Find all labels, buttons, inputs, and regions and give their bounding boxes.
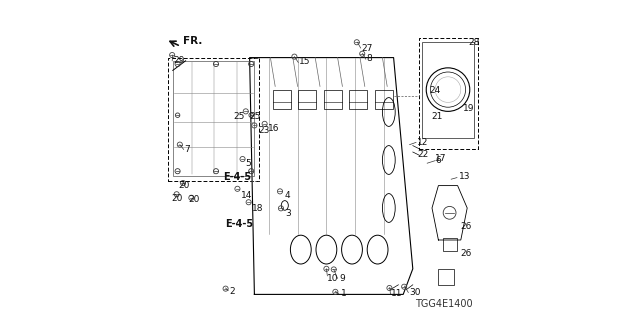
Text: 29: 29 (174, 56, 185, 65)
Text: 14: 14 (241, 191, 252, 200)
Text: FR.: FR. (183, 36, 202, 46)
Text: 10: 10 (327, 274, 339, 283)
Text: 5: 5 (246, 159, 252, 168)
Text: 17: 17 (435, 154, 446, 163)
Text: 19: 19 (463, 104, 475, 113)
Bar (324, 90, 342, 109)
Text: 20: 20 (179, 181, 190, 190)
Bar (349, 90, 367, 109)
Text: 21: 21 (431, 112, 443, 121)
Text: 30: 30 (409, 288, 420, 297)
Text: 11: 11 (392, 289, 403, 298)
Text: E-4-5: E-4-5 (225, 219, 253, 229)
Text: 25: 25 (250, 112, 261, 121)
Text: 8: 8 (367, 54, 372, 63)
Text: 12: 12 (417, 138, 428, 147)
Text: 20: 20 (188, 195, 200, 204)
Text: 3: 3 (285, 209, 291, 218)
Text: 20: 20 (172, 194, 182, 203)
Text: 13: 13 (458, 172, 470, 181)
Text: 25: 25 (233, 112, 244, 121)
Text: 23: 23 (259, 126, 270, 135)
Text: 22: 22 (417, 150, 428, 159)
Text: 4: 4 (285, 191, 291, 200)
Bar (273, 90, 291, 109)
Text: TGG4E1400: TGG4E1400 (415, 299, 473, 309)
Text: 15: 15 (300, 57, 310, 66)
Text: 28: 28 (468, 38, 479, 47)
Text: 26: 26 (460, 249, 472, 258)
Bar (375, 90, 393, 109)
Text: 27: 27 (362, 44, 373, 52)
Text: 7: 7 (184, 145, 190, 154)
Text: 9: 9 (339, 274, 344, 283)
Text: 26: 26 (460, 222, 472, 231)
Text: 24: 24 (430, 86, 441, 95)
Text: 16: 16 (268, 124, 280, 133)
Text: 2: 2 (230, 287, 236, 296)
Bar (298, 90, 316, 109)
Text: 1: 1 (340, 289, 346, 298)
Text: 18: 18 (252, 204, 264, 212)
Text: 6: 6 (436, 156, 442, 164)
Text: E-4-5: E-4-5 (223, 172, 251, 182)
